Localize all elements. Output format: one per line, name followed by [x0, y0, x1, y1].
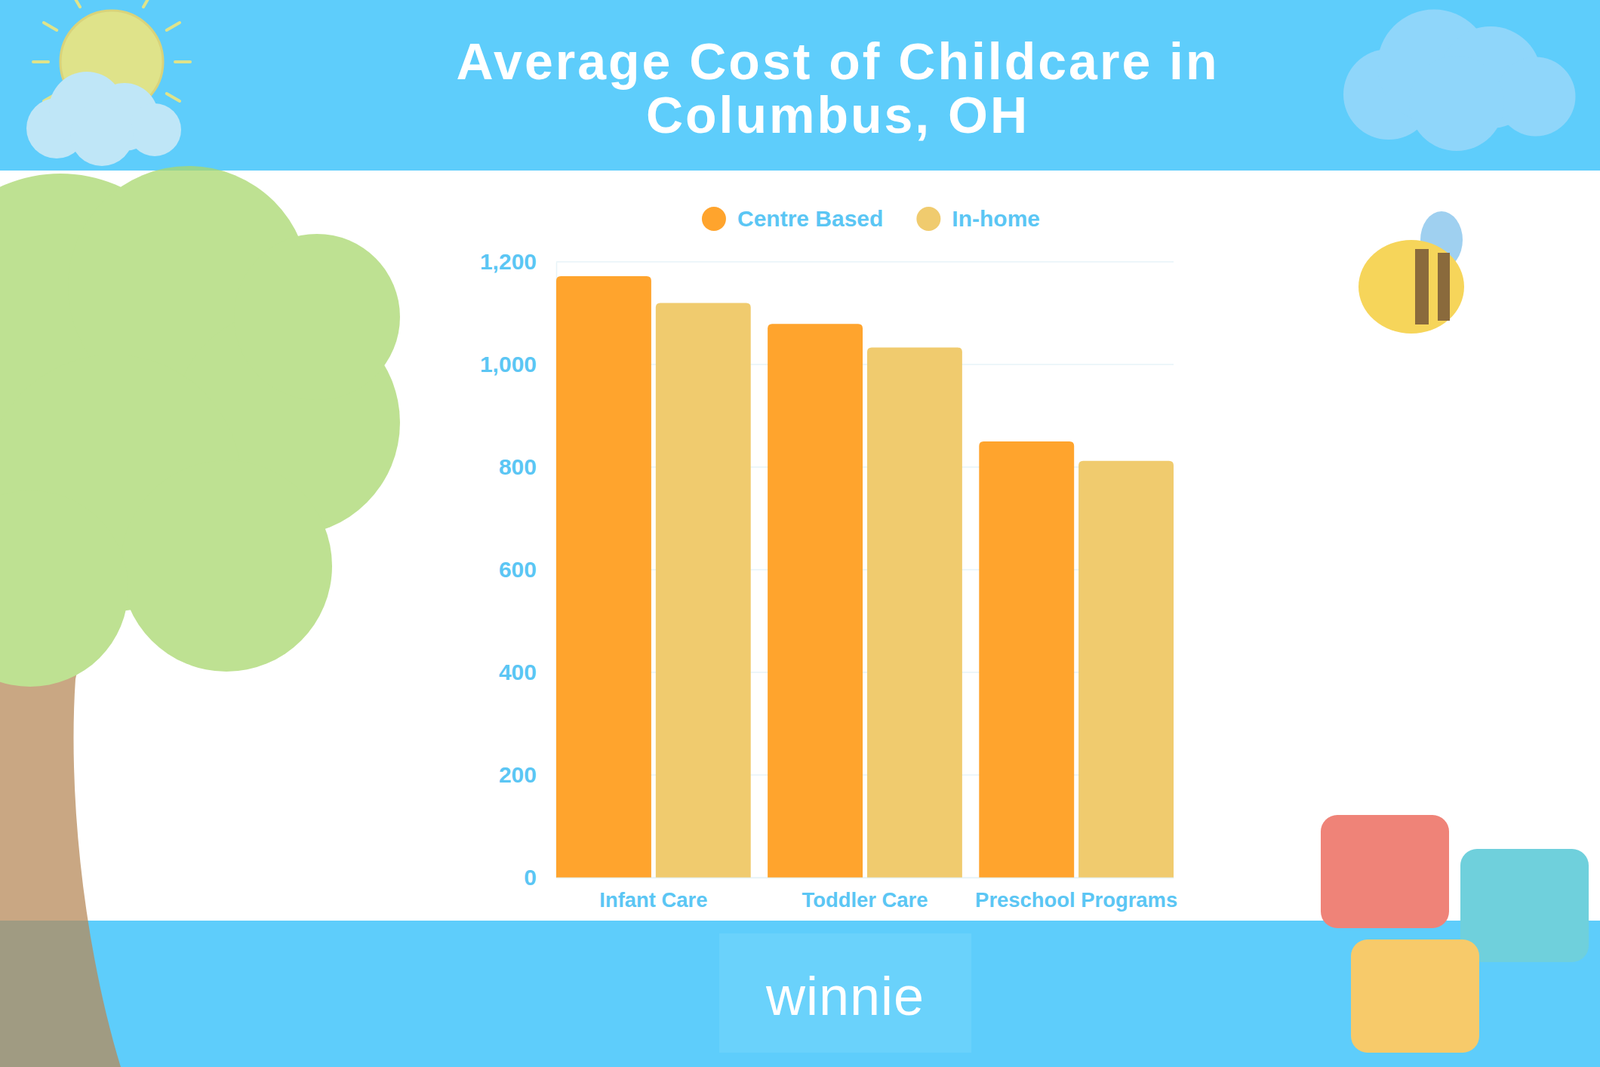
footer-band	[0, 920, 1600, 1067]
toy-block	[1320, 815, 1450, 929]
sun-ray	[166, 22, 180, 31]
bar	[655, 302, 751, 878]
x-tick-label: Infant Care	[599, 888, 708, 912]
legend-item: Centre Based	[701, 206, 884, 231]
x-tick: Preschool Programs	[975, 877, 1178, 912]
x-axis-line	[556, 877, 1175, 880]
chart-title: Average Cost of Childcare inColumbus, OH	[455, 32, 1219, 144]
y-tick-label: 1,000	[480, 351, 537, 377]
bee-stripe	[1437, 252, 1450, 321]
x-tick-label: Toddler Care	[801, 888, 928, 912]
legend-item: In-home	[916, 206, 1040, 231]
toy-block	[1460, 849, 1589, 963]
title-line: Average Cost of Childcare in	[455, 32, 1219, 90]
bar	[1078, 461, 1174, 878]
sun-ray	[143, 0, 151, 7]
y-tick: 200	[498, 762, 557, 788]
cloud	[26, 71, 182, 167]
bee-body	[1358, 240, 1465, 334]
y-tick: 800	[498, 454, 557, 480]
title-line: Columbus, OH	[646, 86, 1030, 144]
cloud-puff	[70, 102, 134, 167]
y-tick-label: 1,200	[480, 249, 537, 274]
legend-label: In-home	[951, 206, 1040, 231]
logo-box	[719, 933, 972, 1053]
y-tick-label: 600	[498, 556, 537, 582]
cloud-puff	[1409, 55, 1505, 151]
bar	[556, 276, 652, 878]
sun-ray	[43, 22, 57, 31]
y-tick-label: 0	[523, 864, 537, 890]
header-band	[0, 0, 1600, 171]
y-tick: 0	[523, 864, 557, 890]
bars	[556, 276, 1174, 878]
background	[0, 0, 1600, 1067]
y-tick-label: 200	[498, 762, 537, 788]
x-tick-label: Preschool Programs	[975, 888, 1178, 912]
y-tick-label: 800	[498, 454, 537, 480]
tree-leaves	[0, 490, 129, 687]
sun-ray	[175, 60, 191, 64]
grid-line	[556, 261, 1174, 263]
cloud-puff	[128, 103, 182, 157]
bar	[767, 323, 863, 878]
cloud	[1343, 9, 1576, 152]
x-tick: Toddler Care	[801, 877, 928, 912]
x-tick: Infant Care	[599, 877, 708, 912]
y-tick: 1,200	[480, 249, 557, 274]
x-axis: Infant Care Toddler Care Preschool Program…	[556, 877, 1179, 912]
sun-ray	[72, 0, 80, 7]
y-tick: 600	[498, 556, 557, 582]
tree-leaves	[120, 460, 333, 672]
sun-ray	[166, 93, 180, 102]
bar-series	[655, 302, 1174, 878]
footer-logo: winnie	[765, 966, 925, 1027]
legend-swatch	[916, 206, 941, 231]
cloud-puff	[1496, 57, 1576, 137]
tree-leaves	[233, 233, 400, 400]
y-tick-label: 400	[498, 659, 537, 685]
sun-ray	[33, 60, 49, 64]
bee	[1358, 211, 1465, 334]
legend-label: Centre Based	[737, 206, 884, 231]
bar	[978, 441, 1074, 878]
grid	[556, 261, 1174, 878]
bee-stripe	[1415, 249, 1429, 325]
y-axis: 0 200 400 600 800 1,000 1,200	[480, 249, 557, 890]
y-tick: 400	[498, 659, 557, 685]
title-group: Average Cost of Childcare inColumbus, OH	[455, 32, 1219, 144]
y-tick: 1,000	[480, 351, 557, 377]
tree	[0, 166, 400, 1067]
decorations	[0, 0, 1589, 1067]
bar	[867, 347, 963, 878]
toy-block	[1350, 939, 1480, 1053]
bar-series	[556, 276, 1074, 878]
chart-root: Average Cost of Childcare inColumbus, OH…	[0, 0, 1600, 1067]
legend-swatch	[701, 206, 727, 231]
legend: Centre Based In-home	[701, 206, 1040, 231]
